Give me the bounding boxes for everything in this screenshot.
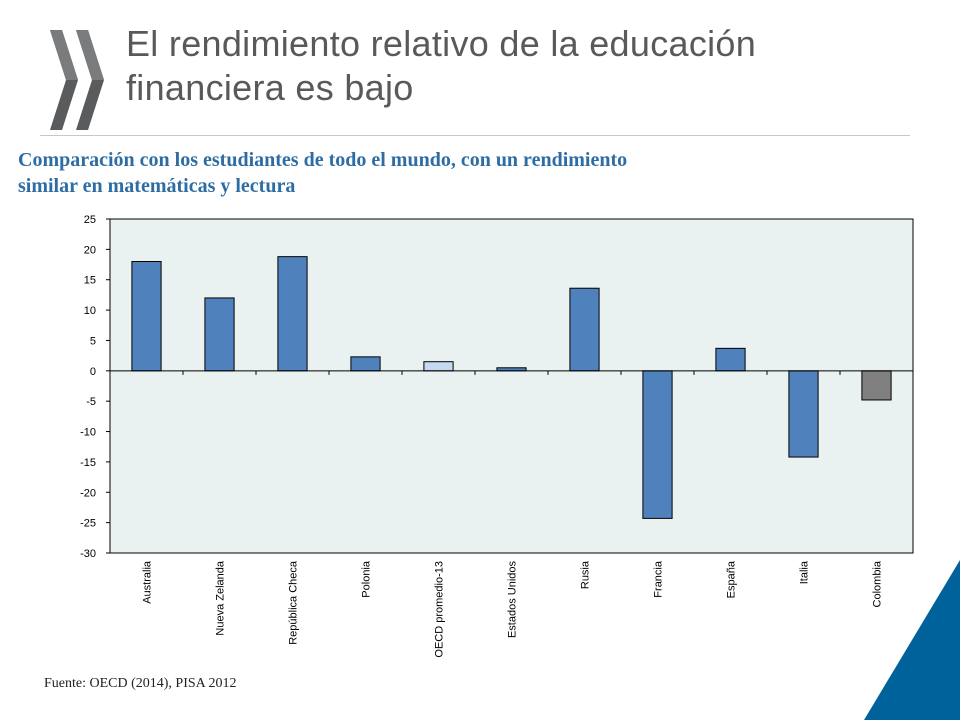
x-tick-label-3: Polonia: [361, 560, 373, 598]
x-tick-label-2: República Checa: [288, 560, 300, 645]
bar-chart: 25 20 15 10 5 0 -5 -10 -15 -20 -25 -30 Australia Nue…: [80, 214, 914, 658]
page-title: El rendimiento relativo de la educación …: [126, 22, 926, 110]
bar-1: [204, 297, 235, 372]
chart-subtitle-line2: similar en matemáticas y lectura: [18, 175, 296, 197]
bar-8: [715, 347, 746, 372]
source-note: Fuente: OECD (2014), PISA 2012: [44, 676, 237, 691]
bars-group: [131, 256, 914, 519]
chart-subtitle: Comparación con los estudiantes de todo …: [18, 147, 918, 199]
x-tick-label-5: Estados Unidos: [507, 561, 519, 639]
y-tick-label-10: -25: [80, 518, 96, 530]
title-divider: [40, 135, 910, 136]
bar-7: [642, 370, 673, 519]
y-tick-label-11: -30: [80, 548, 96, 560]
page-title-line1: El rendimiento relativo de la educación: [126, 23, 757, 64]
x-tick-label-8: España: [726, 560, 738, 598]
y-tick-label-5: 0: [90, 366, 96, 378]
bar-6: [569, 287, 600, 372]
corner-accent: [864, 560, 960, 720]
x-tick-label-0: Australia: [142, 560, 154, 604]
y-tick-label-4: 5: [90, 335, 96, 347]
y-tick-label-0: 25: [84, 214, 96, 226]
y-tick-label-7: -10: [80, 427, 96, 439]
page-title-line2: financiera es bajo: [126, 67, 414, 108]
y-tick-label-1: 20: [84, 244, 96, 256]
bar-2: [277, 256, 308, 372]
y-tick-label-9: -20: [80, 487, 96, 499]
x-tick-label-9: Italia: [799, 560, 811, 584]
oecd-chevrons-icon: [50, 30, 104, 130]
x-tick-label-7: Francia: [653, 560, 665, 598]
bar-0: [131, 261, 162, 372]
bar-10: [861, 370, 892, 401]
x-labels-group: Australia Nueva Zelanda República Checa Pol…: [142, 560, 884, 657]
x-tick-label-1: Nueva Zelanda: [215, 560, 227, 635]
y-ticks-group: 25 20 15 10 5 0 -5 -10 -15 -20 -25 -30: [80, 214, 110, 560]
y-tick-label-2: 15: [84, 275, 96, 287]
y-tick-label-6: -5: [86, 396, 96, 408]
x-tick-label-10: Colombia: [872, 560, 884, 607]
bar-3: [350, 356, 381, 372]
bar-9: [788, 370, 819, 458]
bar-4: [423, 361, 454, 372]
y-tick-label-3: 10: [84, 305, 96, 317]
chart-subtitle-line1: Comparación con los estudiantes de todo …: [18, 149, 628, 171]
x-tick-label-6: Rusia: [580, 560, 592, 589]
x-tick-label-4: OECD promedio-13: [434, 561, 446, 658]
y-tick-label-8: -15: [80, 457, 96, 469]
